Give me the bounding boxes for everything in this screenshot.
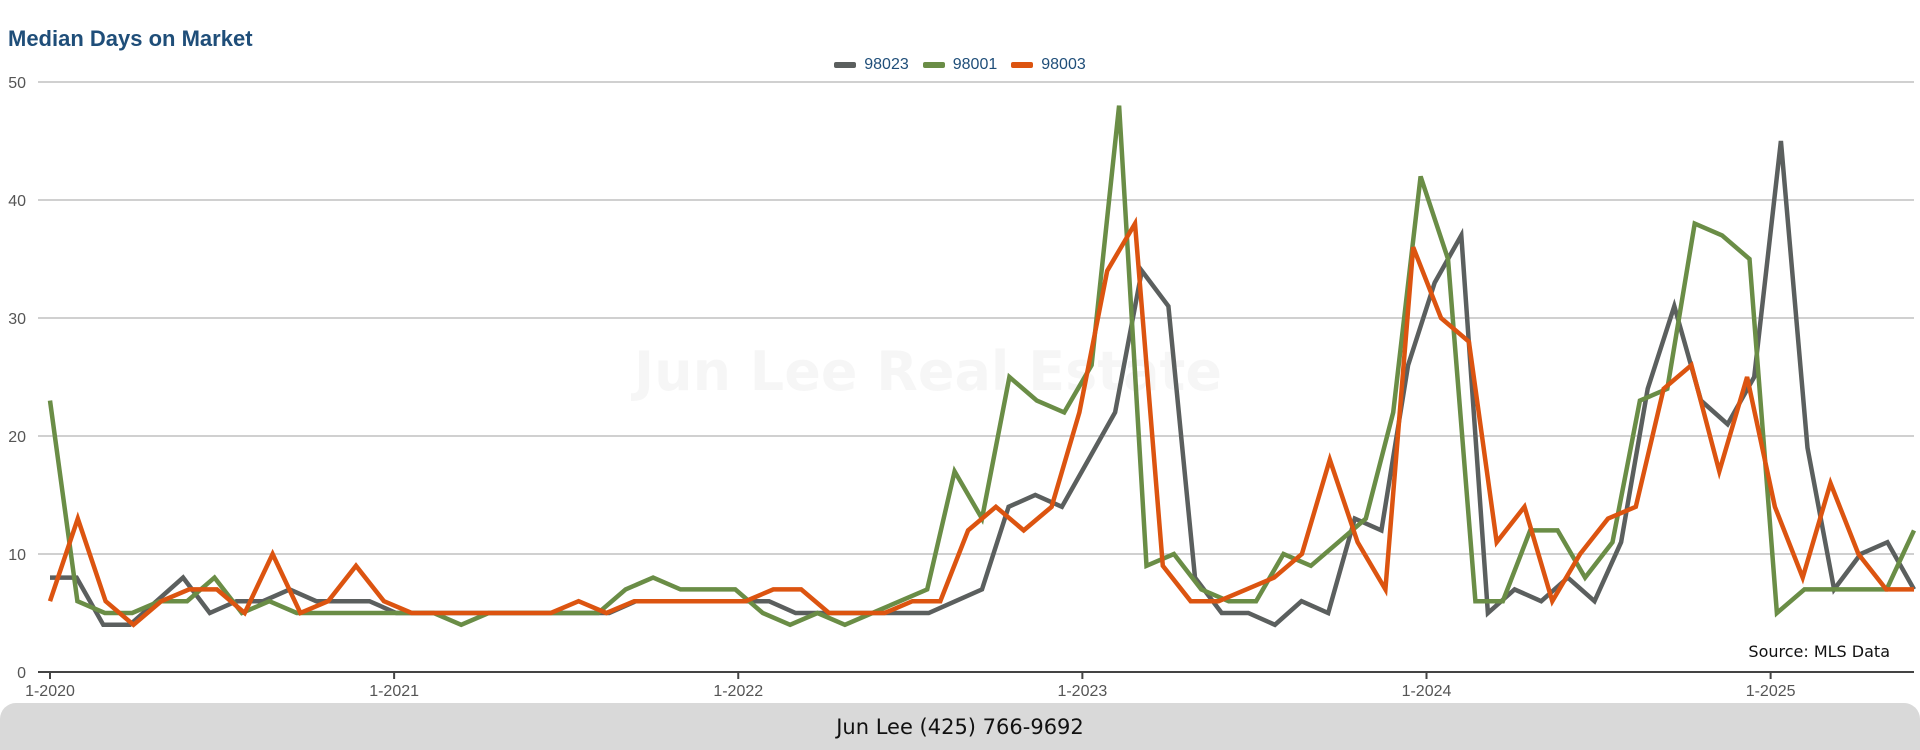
chart-title: Median Days on Market [8, 26, 253, 51]
legend-swatch-98001 [922, 62, 945, 68]
chart-legend: 98023 98001 98003 [0, 56, 1920, 74]
y-tick-label: 10 [8, 547, 26, 564]
series-line-98003[interactable] [47, 216, 1914, 628]
legend-item-98001[interactable]: 98001 [922, 56, 998, 74]
series-lines [47, 105, 1917, 628]
x-tick-label: 1-2023 [1057, 683, 1107, 700]
footer-bar: Jun Lee (425) 766-9692 [0, 703, 1920, 750]
x-tick-label: 1-2022 [713, 683, 763, 700]
y-tick-label: 40 [8, 193, 26, 210]
axes: 0 10 20 30 40 50 1-2020 1-2021 1-2022 1-2023 1-202… [8, 75, 1914, 700]
legend-swatch-98003 [1011, 62, 1034, 68]
y-tick-label: 30 [8, 311, 26, 328]
legend-label-98003: 98003 [1041, 56, 1086, 73]
y-tick-label: 20 [8, 429, 26, 446]
source-note: Source: MLS Data [1748, 642, 1890, 661]
legend-label-98023: 98023 [864, 56, 909, 73]
legend-label-98001: 98001 [952, 56, 998, 73]
legend-swatch-98023 [834, 62, 857, 68]
x-tick-label: 1-2021 [369, 683, 419, 700]
y-tick-label: 50 [8, 75, 26, 92]
legend-item-98003[interactable]: 98003 [1011, 56, 1086, 74]
x-tick-label: 1-2025 [1746, 683, 1796, 700]
x-tick-label: 1-2020 [25, 683, 75, 700]
footer-contact: Jun Lee (425) 766-9692 [836, 714, 1084, 739]
y-tick-label: 0 [17, 665, 26, 682]
x-tick-label: 1-2024 [1402, 683, 1452, 700]
series-line-98023[interactable] [50, 140, 1916, 628]
legend-item-98023[interactable]: 98023 [834, 56, 909, 74]
